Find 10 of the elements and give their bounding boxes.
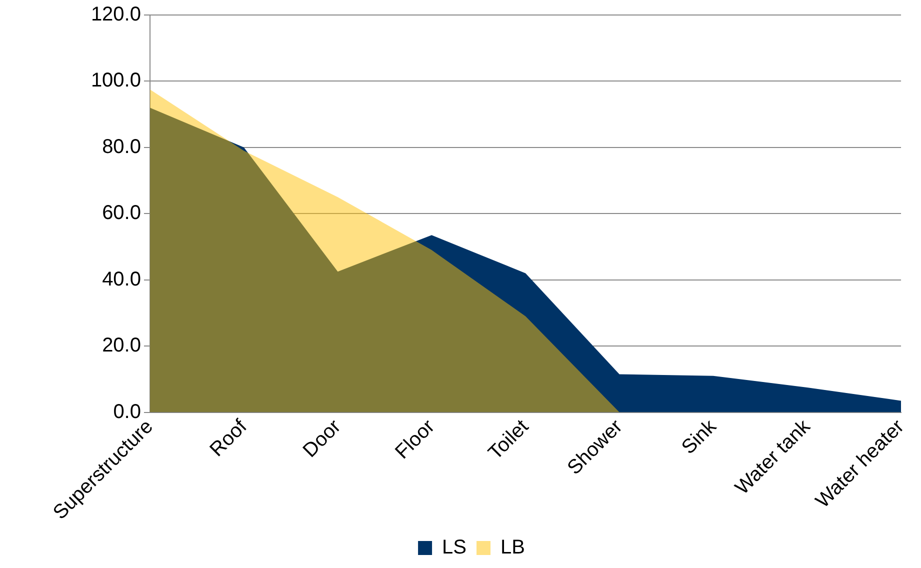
x-tick-label: Sink [678,414,722,459]
y-tick-label: 80.0 [102,136,141,158]
legend-label: LB [500,536,525,559]
y-tick-label: 40.0 [102,268,141,290]
legend-label: LS [442,536,467,559]
y-tick-label: 20.0 [102,334,141,357]
y-tick-label: 120.0 [90,4,141,26]
y-tick-label: 0.0 [113,400,141,423]
y-tick-label: 100.0 [90,70,141,92]
y-tick-label: 60.0 [102,202,141,224]
